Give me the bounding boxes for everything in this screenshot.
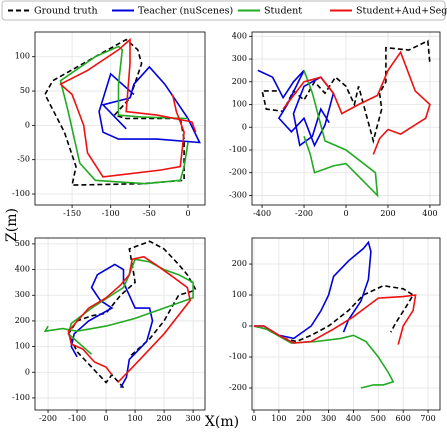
- x-tick-label: -400: [253, 209, 271, 218]
- trajectory: [59, 45, 189, 185]
- x-tick-label: 0: [104, 414, 109, 423]
- trajectory: [282, 50, 431, 155]
- x-tick-label: -200: [295, 209, 313, 218]
- trajectory: [44, 38, 185, 186]
- y-tick-label: 500: [15, 239, 30, 248]
- y-tick-label: 300: [15, 290, 30, 299]
- trajectory: [254, 240, 372, 340]
- legend-label: Ground truth: [34, 6, 98, 17]
- subplot: -200 -100 0 100 200 300 500 400 300 200 100 0 -100: [12, 237, 206, 423]
- x-tick-label: 200: [296, 414, 311, 423]
- legend-label: Teacher (nuScenes): [138, 6, 233, 17]
- trajectory: [59, 37, 197, 178]
- legend-label: Student: [264, 6, 302, 17]
- x-tick-label: 200: [156, 414, 171, 423]
- y-tick-label: -200: [229, 383, 247, 392]
- x-tick-label: 100: [127, 414, 142, 423]
- y-tick-label: 400: [232, 31, 247, 40]
- x-tick-label: 100: [271, 414, 286, 423]
- y-tick-label: 100: [15, 52, 30, 61]
- x-tick-label: -50: [143, 209, 156, 218]
- x-tick-label: 400: [422, 209, 437, 218]
- legend-label: Student+Aud+Seg: [356, 6, 447, 17]
- y-tick-label: 300: [232, 54, 247, 63]
- y-tick-label: 100: [15, 342, 30, 351]
- y-tick-label: 50: [20, 86, 30, 95]
- y-tick-label: 100: [232, 100, 247, 109]
- y-tick-label: 0: [25, 120, 30, 129]
- x-tick-label: -200: [39, 414, 57, 423]
- y-tick-label: 0: [242, 321, 247, 330]
- legend-box: [1, 0, 446, 21]
- plot-lines: [43, 240, 198, 389]
- plot-lines: [44, 37, 201, 186]
- y-tick-label: -100: [12, 189, 30, 198]
- x-tick-label: 500: [371, 414, 386, 423]
- x-tick-label: 0: [343, 209, 348, 218]
- trajectory: [254, 294, 417, 345]
- plot-frame: [34, 237, 206, 411]
- x-tick-label: 300: [321, 414, 336, 423]
- trajectory: [253, 284, 415, 343]
- subplot: -150 -100 -50 0 100 50 0 -50 -100: [12, 31, 206, 218]
- y-tick-label: 200: [15, 316, 30, 325]
- trajectory: [67, 240, 198, 389]
- y-tick-label: -100: [229, 145, 247, 154]
- x-axis-label: X(m): [205, 414, 239, 430]
- y-tick-label: 200: [232, 77, 247, 86]
- y-tick-label: 0: [242, 122, 247, 131]
- y-tick-label: -300: [229, 190, 247, 199]
- y-tick-label: -100: [12, 393, 30, 402]
- y-tick-label: 100: [232, 290, 247, 299]
- trajectory: [98, 65, 201, 144]
- x-tick-label: 0: [185, 209, 190, 218]
- x-tick-label: 700: [420, 414, 435, 423]
- plot-frame: [251, 31, 441, 206]
- subplot: -400 -200 0 200 400 400 300 200 100 0 -100 -200 -300: [229, 31, 441, 218]
- plot-frame: [251, 237, 441, 411]
- x-tick-label: -100: [68, 414, 86, 423]
- y-tick-label: -50: [17, 155, 30, 164]
- y-tick-label: 400: [15, 265, 30, 274]
- plot-lines: [253, 240, 417, 389]
- trajectory: [67, 255, 192, 384]
- trajectory: [70, 263, 154, 389]
- y-tick-label: -100: [229, 352, 247, 361]
- trajectory: [253, 325, 395, 389]
- x-tick-label: 0: [251, 414, 256, 423]
- trajectory: [43, 258, 194, 355]
- subplot: 0 100 200 300 400 500 600 700 200 100 0 -100 -200: [229, 237, 441, 423]
- x-tick-label: -150: [63, 209, 81, 218]
- x-tick-label: 400: [346, 414, 361, 423]
- x-tick-label: -100: [102, 209, 120, 218]
- y-tick-label: -200: [229, 168, 247, 177]
- x-tick-label: 200: [380, 209, 395, 218]
- y-axis-label: Z(m): [4, 208, 20, 242]
- y-tick-label: 0: [25, 367, 30, 376]
- trajectory: [257, 69, 335, 148]
- trajectory: [303, 70, 379, 198]
- plot-lines: [257, 39, 431, 198]
- x-tick-label: 300: [185, 414, 200, 423]
- legend: Ground truth Teacher (nuScenes) Student Stu…: [1, 0, 447, 21]
- y-tick-label: 200: [232, 259, 247, 268]
- plot-frame: [34, 31, 206, 206]
- x-tick-label: 600: [396, 414, 411, 423]
